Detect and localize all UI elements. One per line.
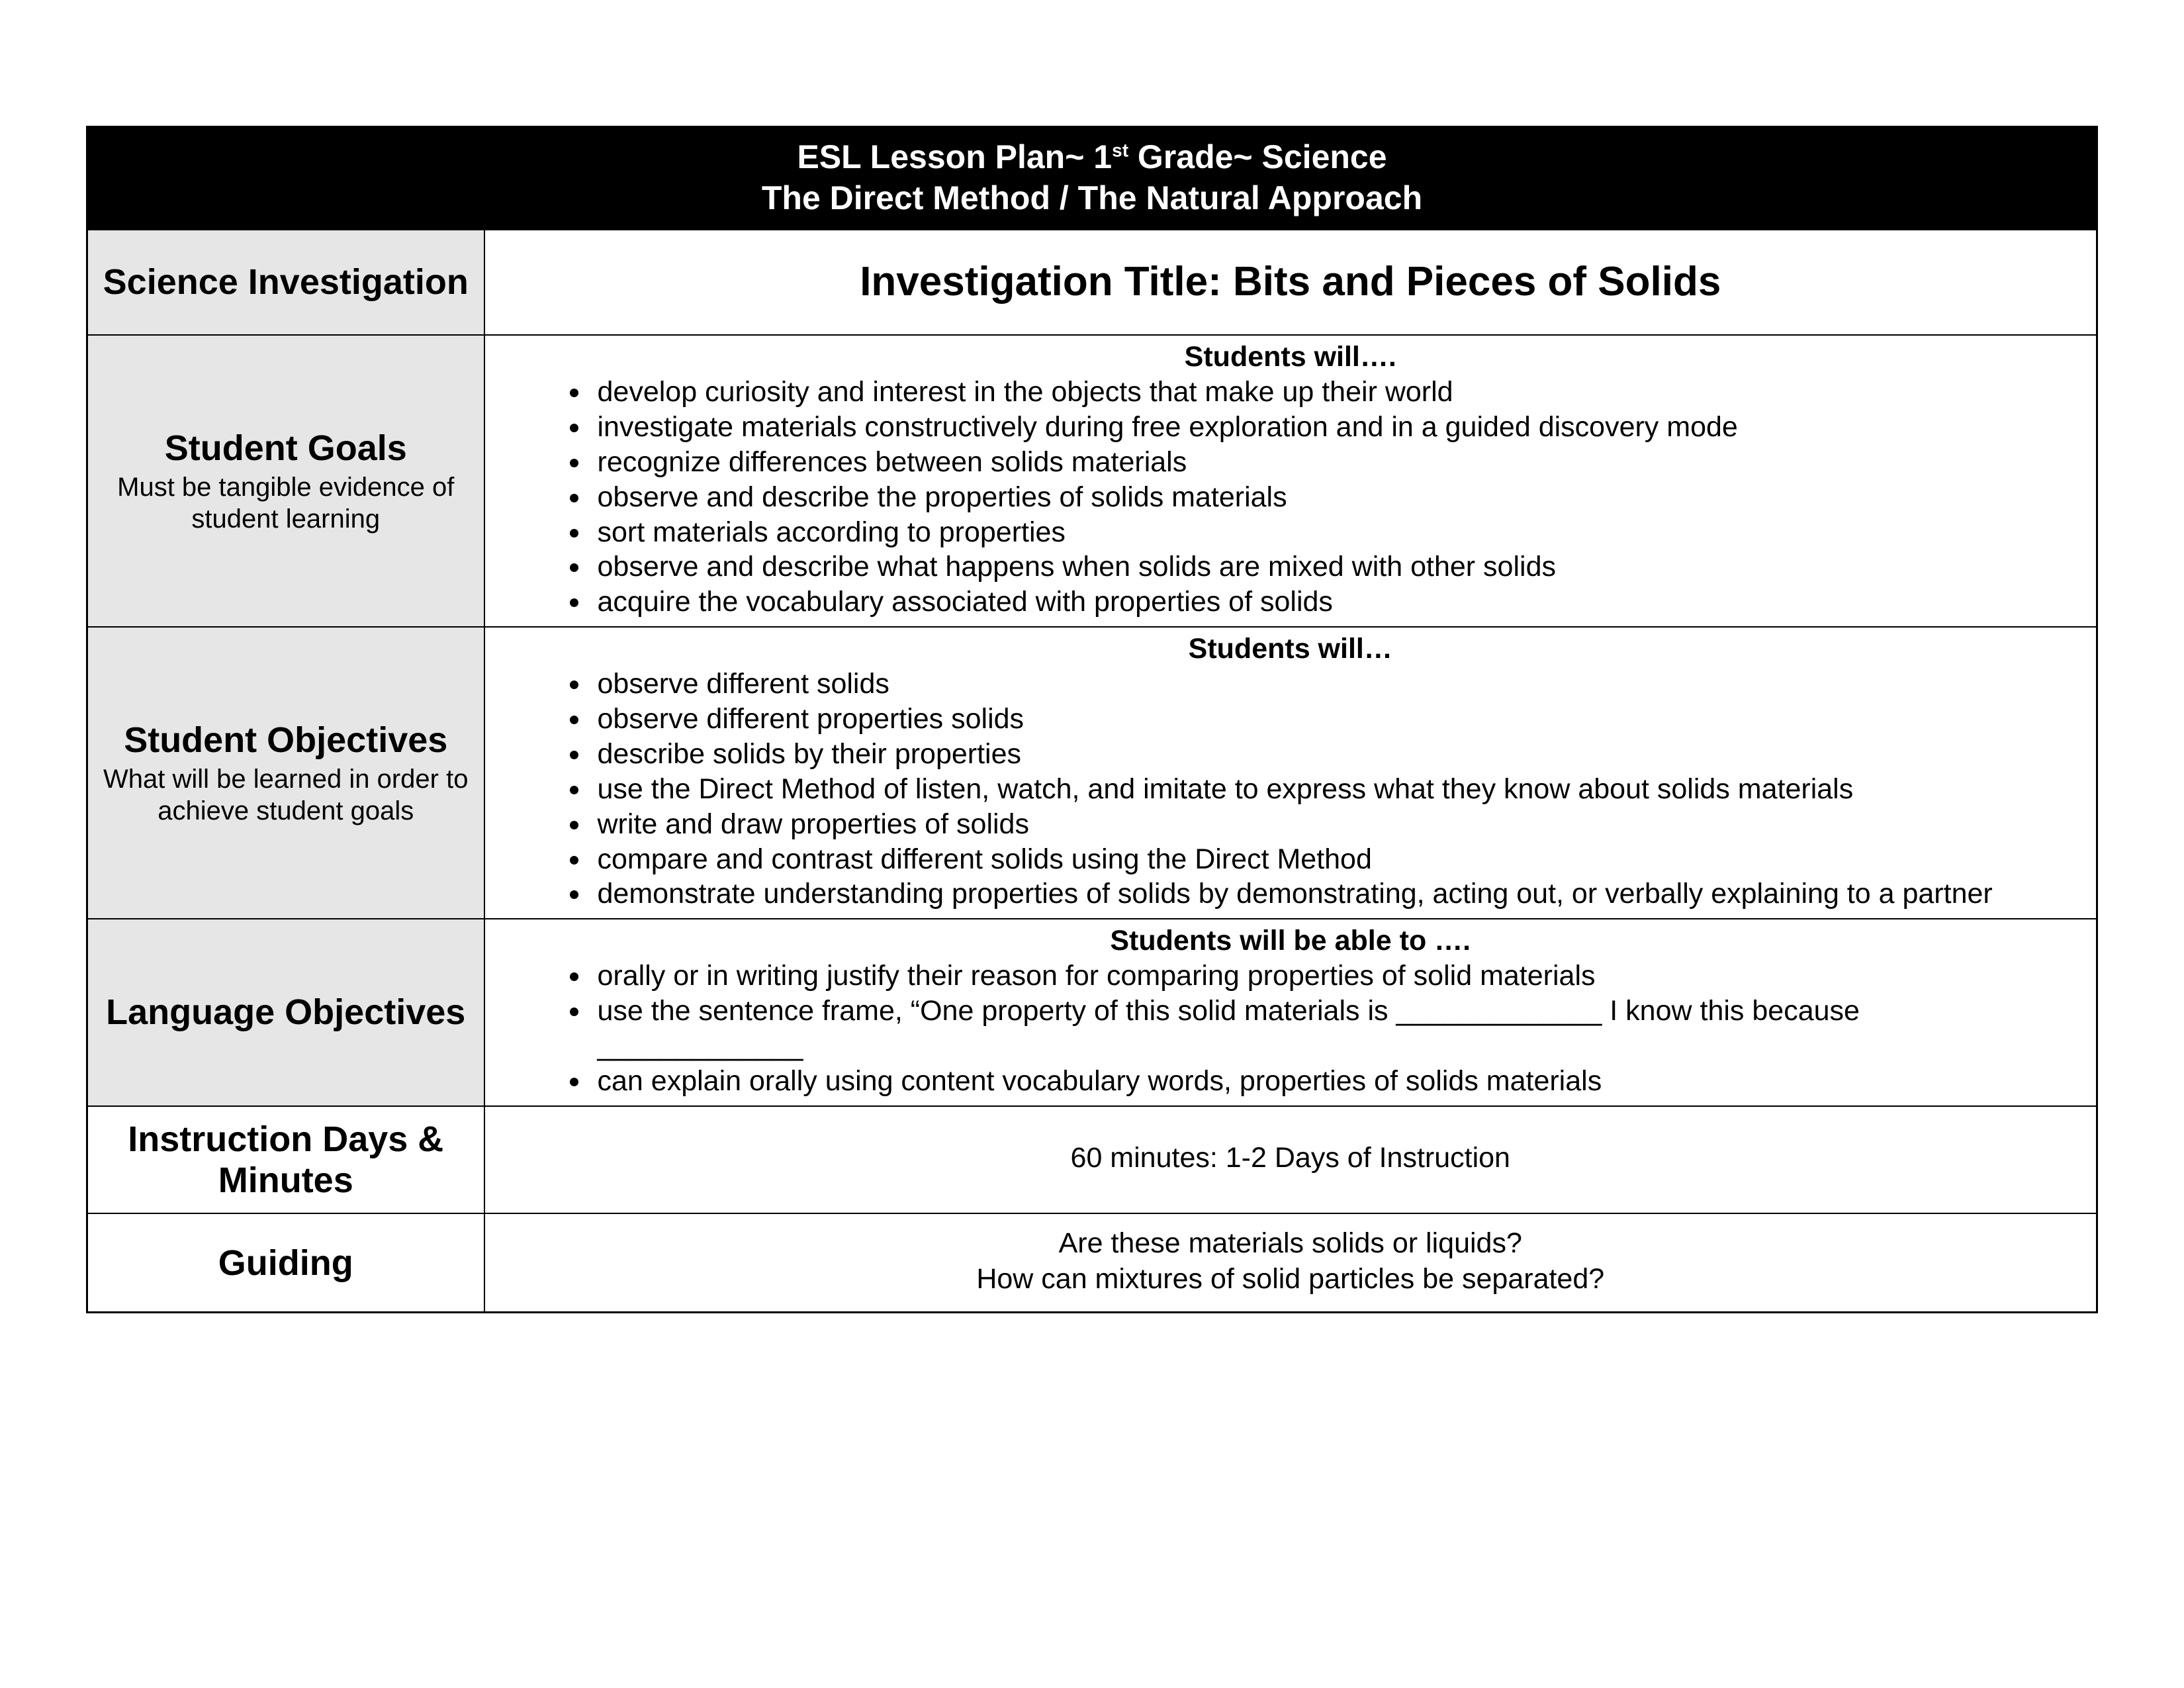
guiding-content-cell: Are these materials solids or liquids? H… <box>484 1213 2097 1313</box>
goals-row: Student Goals Must be tangible evidence … <box>87 335 2097 627</box>
instruction-row: Instruction Days & Minutes 60 minutes: 1… <box>87 1106 2097 1213</box>
list-item: sort materials according to properties <box>591 515 2070 550</box>
list-item: can explain orally using content vocabul… <box>591 1064 2070 1099</box>
header-post: Grade~ Science <box>1128 138 1387 175</box>
header-sup: st <box>1112 140 1128 160</box>
guiding-row: Guiding Are these materials solids or li… <box>87 1213 2097 1313</box>
list-item: investigate materials constructively dur… <box>591 410 2070 445</box>
objectives-heading: Students will… <box>512 633 2070 665</box>
header-row: ESL Lesson Plan~ 1st Grade~ Science The … <box>87 127 2097 230</box>
list-item: use the Direct Method of listen, watch, … <box>591 772 2070 807</box>
language-row: Language Objectives Students will be abl… <box>87 919 2097 1106</box>
objectives-label: Student Objectives <box>101 720 471 761</box>
list-item: use the sentence frame, “One property of… <box>591 994 2070 1064</box>
list-item: acquire the vocabulary associated with p… <box>591 585 2070 620</box>
language-label: Language Objectives <box>101 992 471 1033</box>
list-item: orally or in writing justify their reaso… <box>591 959 2070 994</box>
language-content-cell: Students will be able to …. orally or in… <box>484 919 2097 1106</box>
guiding-line-2: How can mixtures of solid particles be s… <box>976 1263 1604 1295</box>
list-item: recognize differences between solids mat… <box>591 445 2070 480</box>
objectives-sub: What will be learned in order to achieve… <box>101 763 471 827</box>
investigation-content-cell: Investigation Title: Bits and Pieces of … <box>484 230 2097 335</box>
language-heading: Students will be able to …. <box>512 925 2070 957</box>
list-item: demonstrate understanding properties of … <box>591 876 2070 912</box>
guiding-label: Guiding <box>101 1243 471 1284</box>
list-item: compare and contrast different solids us… <box>591 842 2070 877</box>
list-item: describe solids by their properties <box>591 737 2070 772</box>
list-item: develop curiosity and interest in the ob… <box>591 375 2070 410</box>
guiding-text: Are these materials solids or liquids? H… <box>512 1219 2070 1305</box>
goals-heading: Students will…. <box>512 341 2070 373</box>
list-item: observe different solids <box>591 667 2070 702</box>
list-item: write and draw properties of solids <box>591 807 2070 842</box>
header-pre: ESL Lesson Plan~ 1 <box>797 138 1112 175</box>
investigation-title: Investigation Title: Bits and Pieces of … <box>512 236 2070 328</box>
objectives-list: observe different solidsobserve differen… <box>512 667 2070 912</box>
instruction-label: Instruction Days & Minutes <box>101 1119 471 1201</box>
investigation-label: Science Investigation <box>101 261 471 303</box>
goals-label-cell: Student Goals Must be tangible evidence … <box>87 335 484 627</box>
lesson-plan-table: ESL Lesson Plan~ 1st Grade~ Science The … <box>86 126 2098 1313</box>
language-label-cell: Language Objectives <box>87 919 484 1106</box>
language-list: orally or in writing justify their reaso… <box>512 959 2070 1099</box>
instruction-content-cell: 60 minutes: 1-2 Days of Instruction <box>484 1106 2097 1213</box>
goals-list: develop curiosity and interest in the ob… <box>512 375 2070 620</box>
list-item: observe and describe the properties of s… <box>591 480 2070 515</box>
instruction-label-cell: Instruction Days & Minutes <box>87 1106 484 1213</box>
header-line-2: The Direct Method / The Natural Approach <box>101 177 2083 220</box>
list-item: observe and describe what happens when s… <box>591 549 2070 585</box>
goals-label: Student Goals <box>101 428 471 469</box>
objectives-content-cell: Students will… observe different solidso… <box>484 627 2097 919</box>
header-line-1: ESL Lesson Plan~ 1st Grade~ Science <box>101 137 2083 177</box>
objectives-label-cell: Student Objectives What will be learned … <box>87 627 484 919</box>
goals-sub: Must be tangible evidence of student lea… <box>101 471 471 535</box>
investigation-row: Science Investigation Investigation Titl… <box>87 230 2097 335</box>
guiding-label-cell: Guiding <box>87 1213 484 1313</box>
list-item: observe different properties solids <box>591 702 2070 737</box>
objectives-row: Student Objectives What will be learned … <box>87 627 2097 919</box>
goals-content-cell: Students will…. develop curiosity and in… <box>484 335 2097 627</box>
header-cell: ESL Lesson Plan~ 1st Grade~ Science The … <box>87 127 2097 230</box>
instruction-text: 60 minutes: 1-2 Days of Instruction <box>512 1134 2070 1184</box>
investigation-label-cell: Science Investigation <box>87 230 484 335</box>
guiding-line-1: Are these materials solids or liquids? <box>1059 1227 1522 1259</box>
